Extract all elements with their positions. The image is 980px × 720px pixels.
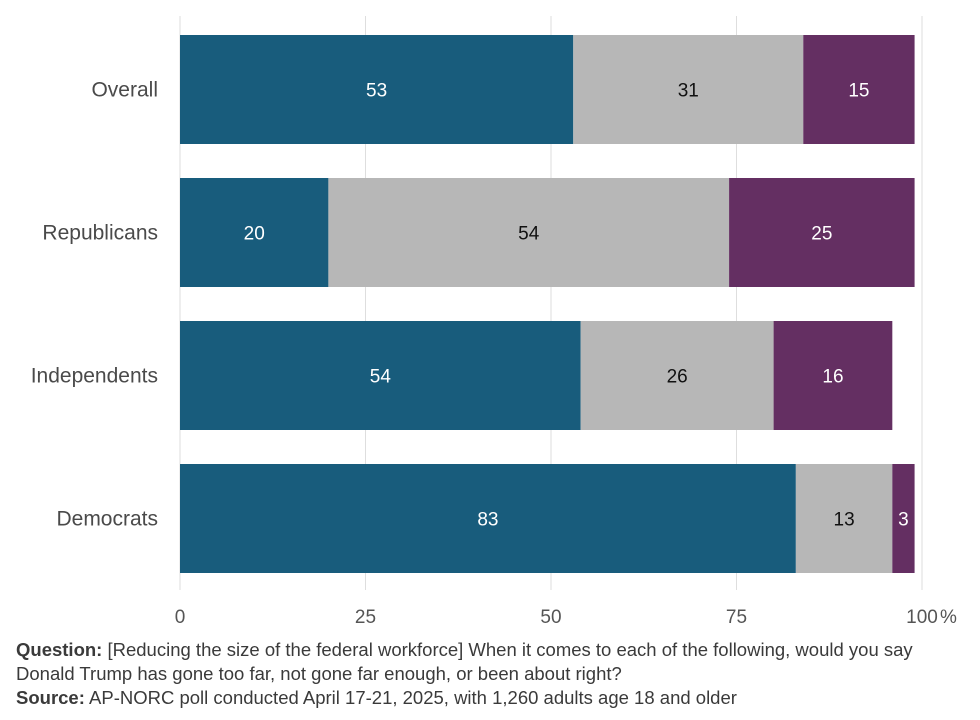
bar-segment: [795, 464, 893, 573]
category-label: Independents: [31, 365, 158, 388]
bar-segment: [580, 321, 774, 430]
bar-segment: [729, 178, 915, 287]
bar-segment: [892, 464, 915, 573]
category-label: Republicans: [42, 222, 158, 245]
bar-value-label: 15: [848, 81, 869, 102]
x-tick-label: 50: [540, 607, 561, 628]
bar-value-label: 16: [822, 367, 843, 388]
bar-value-label: 3: [898, 510, 909, 531]
source-text: AP-NORC poll conducted April 17-21, 2025…: [89, 687, 737, 708]
question-label: Question:: [16, 639, 103, 660]
bar-value-label: 54: [370, 367, 392, 388]
bar-value-label: 20: [244, 224, 265, 245]
category-labels: Overall Republicans Independents Democrats: [31, 79, 158, 531]
bar-segment: [180, 35, 574, 144]
x-tick-label: 75: [726, 607, 747, 628]
bar-segment: [573, 35, 804, 144]
x-tick-label: 100: [906, 607, 938, 628]
bar-segment: [180, 321, 581, 430]
source-note: Source: AP-NORC poll conducted April 17-…: [16, 686, 966, 710]
bar-segment: [180, 178, 329, 287]
bar-value-label: 31: [678, 81, 699, 102]
bar-value-label: 83: [477, 510, 498, 531]
x-tick-label: 0: [175, 607, 186, 628]
source-label: Source:: [16, 687, 85, 708]
bar-segment: [180, 464, 796, 573]
bars: 53 31 15 20 54 25 54 26 16 83 13 3: [180, 35, 915, 573]
bar-value-label: 54: [518, 224, 540, 245]
category-label: Democrats: [56, 508, 158, 531]
bar-segment: [803, 35, 915, 144]
chart-footer: Question: [Reducing the size of the fede…: [16, 638, 966, 710]
stacked-bar-chart: 53 31 15 20 54 25 54 26 16 83 13 3 Overall Republica…: [31, 16, 957, 628]
bar-segment: [328, 178, 730, 287]
bar-value-label: 13: [834, 510, 855, 531]
x-tick-label: 25: [355, 607, 376, 628]
bar-segment: [773, 321, 893, 430]
question-text: [Reducing the size of the federal workfo…: [16, 639, 913, 684]
bar-value-label: 26: [667, 367, 688, 388]
question-note: Question: [Reducing the size of the fede…: [16, 638, 966, 686]
x-axis-ticks: 0 25 50 75 100%: [175, 607, 957, 628]
bar-value-label: 25: [811, 224, 832, 245]
bar-value-label: 53: [366, 81, 387, 102]
x-axis-unit: %: [940, 607, 957, 628]
category-label: Overall: [91, 79, 158, 102]
